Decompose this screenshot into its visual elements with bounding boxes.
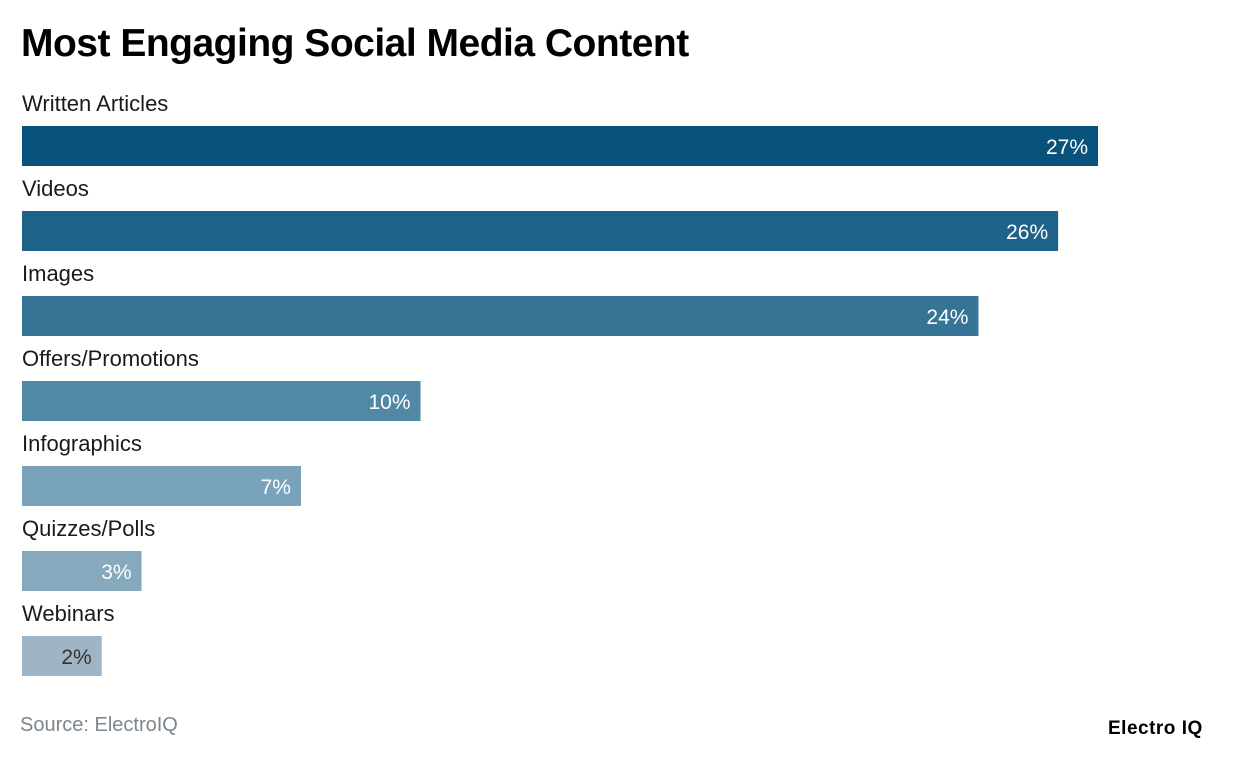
category-label: Infographics — [22, 431, 142, 456]
value-label: 24% — [926, 306, 968, 329]
source-note: Source: ElectroIQ — [20, 714, 178, 736]
value-label: 10% — [368, 391, 410, 414]
value-label: 2% — [61, 646, 91, 669]
chart-title: Most Engaging Social Media Content — [21, 22, 689, 65]
bar — [22, 126, 1098, 166]
category-label: Offers/Promotions — [22, 346, 199, 371]
bar — [22, 211, 1059, 251]
category-label: Quizzes/Polls — [22, 516, 155, 541]
category-label: Webinars — [22, 601, 115, 626]
bar — [22, 636, 102, 676]
bar-chart: Written Articles 27% Videos 26% Images 24% Off… — [22, 91, 1098, 676]
category-label: Videos — [22, 176, 89, 201]
bar — [22, 466, 301, 506]
bar — [22, 551, 142, 591]
category-label: Images — [22, 261, 94, 286]
value-label: 3% — [101, 561, 131, 584]
bar — [22, 296, 979, 336]
value-label: 7% — [261, 476, 291, 499]
category-label: Written Articles — [22, 91, 168, 116]
bar — [22, 381, 421, 421]
value-label: 27% — [1046, 136, 1088, 159]
value-label: 26% — [1006, 221, 1048, 244]
electroiq-logo: Electro IQ — [1108, 718, 1203, 739]
